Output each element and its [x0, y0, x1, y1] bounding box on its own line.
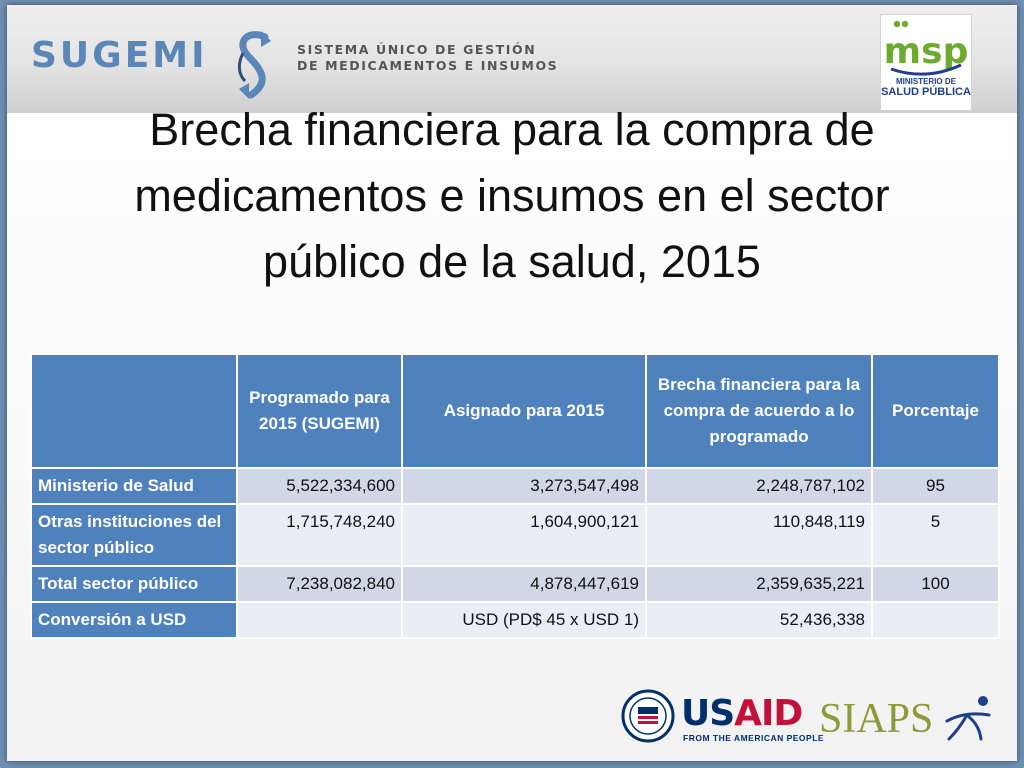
financial-gap-table: Programado para 2015 (SUGEMI) Asignado p… — [30, 353, 1000, 639]
msp-logo-mark: msp — [884, 20, 969, 76]
header-blank-cell — [30, 353, 238, 469]
usaid-wordmark-aid: AID — [734, 693, 803, 734]
table-row: Otras instituciones del sector público 1… — [30, 503, 1000, 567]
msp-logo-mark-text: msp — [884, 31, 969, 72]
cell-porcentaje: 100 — [871, 565, 1000, 603]
cell-programado: 7,238,082,840 — [236, 565, 403, 603]
sugemi-tagline-line-2: DE MEDICAMENTOS E INSUMOS — [297, 58, 559, 73]
cell-porcentaje: 95 — [871, 467, 1000, 505]
sugemi-logo-wordmark: SUGEMI — [31, 35, 208, 76]
cell-porcentaje: 5 — [871, 503, 1000, 567]
sugemi-tagline: SISTEMA ÚNICO DE GESTIÓN DE MEDICAMENTOS… — [297, 42, 597, 74]
cell-asignado: 4,878,447,619 — [401, 565, 647, 603]
cell-brecha: 2,359,635,221 — [645, 565, 873, 603]
cell-asignado: USD (PD$ 45 x USD 1) — [401, 601, 647, 639]
msp-caption-line-2: SALUD PÚBLICA — [881, 86, 971, 98]
usaid-logo-wordmark: USAID — [681, 693, 803, 734]
cell-brecha: 110,848,119 — [645, 503, 873, 567]
slide: SUGEMI SISTEMA ÚNICO DE GESTIÓN DE MEDIC… — [7, 5, 1017, 761]
msp-logo-caption: MINISTERIO DE SALUD PÚBLICA — [881, 77, 971, 99]
sugemi-tagline-line-1: SISTEMA ÚNICO DE GESTIÓN — [297, 42, 537, 57]
row-label: Otras instituciones del sector público — [30, 503, 238, 567]
header-banner: SUGEMI SISTEMA ÚNICO DE GESTIÓN DE MEDIC… — [7, 5, 1017, 113]
usaid-tagline: FROM THE AMERICAN PEOPLE — [683, 733, 825, 743]
table-row: Ministerio de Salud 5,522,334,600 3,273,… — [30, 467, 1000, 505]
header-asignado: Asignado para 2015 — [401, 353, 647, 469]
table-header-row: Programado para 2015 (SUGEMI) Asignado p… — [30, 353, 1000, 469]
cell-programado: 5,522,334,600 — [236, 467, 403, 505]
cell-asignado: 3,273,547,498 — [401, 467, 647, 505]
usaid-seal-icon — [621, 689, 675, 743]
row-label: Ministerio de Salud — [30, 467, 238, 505]
row-label: Total sector público — [30, 565, 238, 603]
header-porcentaje: Porcentaje — [871, 353, 1000, 469]
cell-porcentaje — [871, 601, 1000, 639]
cell-asignado: 1,604,900,121 — [401, 503, 647, 567]
usaid-wordmark-us: US — [681, 693, 735, 734]
header-programado: Programado para 2015 (SUGEMI) — [236, 353, 403, 469]
table-row: Total sector público 7,238,082,840 4,878… — [30, 565, 1000, 603]
siaps-logo-wordmark: SIAPS — [819, 696, 934, 742]
table-row: Conversión a USD USD (PD$ 45 x USD 1) 52… — [30, 601, 1000, 639]
row-label: Conversión a USD — [30, 601, 238, 639]
sugemi-s-logo-icon — [237, 31, 271, 99]
slide-title-line-3: público de la salud, 2015 — [263, 236, 761, 287]
cell-brecha: 2,248,787,102 — [645, 467, 873, 505]
cell-programado: 1,715,748,240 — [236, 503, 403, 567]
msp-logo: msp MINISTERIO DE SALUD PÚBLICA — [880, 14, 972, 111]
siaps-figure-icon — [945, 696, 991, 741]
msp-caption-line-1: MINISTERIO DE — [895, 77, 956, 86]
header-brecha: Brecha financiera para la compra de acue… — [645, 353, 873, 469]
cell-brecha: 52,436,338 — [645, 601, 873, 639]
cell-programado — [236, 601, 403, 639]
slide-title-line-2: medicamentos e insumos en el sector — [134, 170, 890, 221]
slide-title-line-1: Brecha financiera para la compra de — [149, 104, 875, 155]
slide-title: Brecha financiera para la compra de medi… — [67, 97, 957, 295]
